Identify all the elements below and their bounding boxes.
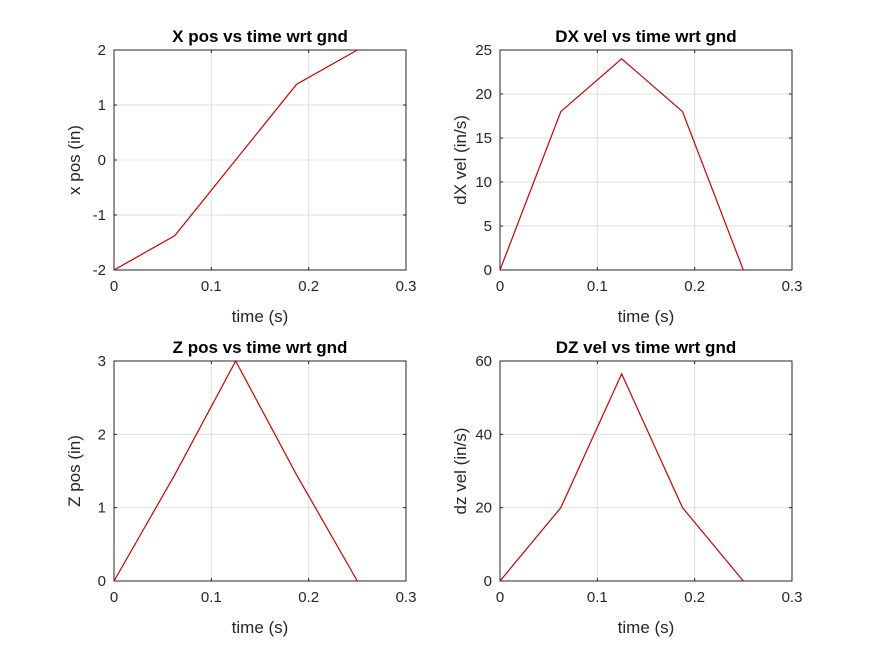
x-axis-label-dx-vel: time (s): [618, 307, 675, 326]
y-tick-label: 20: [475, 86, 492, 103]
series-line-x-pos: [113, 49, 358, 271]
plot-area-z-pos: [113, 360, 407, 582]
chart-title-dz-vel: DZ vel vs time wrt gnd: [556, 338, 736, 357]
x-tick-label: 0.2: [298, 589, 319, 606]
x-axis-label-z-pos: time (s): [232, 618, 289, 637]
chart-title-z-pos: Z pos vs time wrt gnd: [173, 338, 348, 357]
x-tick-label: 0.2: [684, 278, 705, 295]
x-tick-label: 0.2: [684, 589, 705, 606]
x-tick-label: 0.2: [298, 278, 319, 295]
x-tick-label: 0: [496, 278, 504, 295]
y-tick-label: 0: [484, 262, 492, 279]
y-tick-label: -1: [93, 207, 106, 224]
y-tick-label: 1: [98, 97, 106, 114]
y-tick-label: 40: [475, 426, 492, 443]
y-axis-label-z-pos: Z pos (in): [65, 435, 84, 507]
x-tick-label: 0.1: [201, 278, 222, 295]
y-tick-label: 2: [98, 426, 106, 443]
y-tick-label: 25: [475, 42, 492, 59]
y-tick-label: 0: [98, 152, 106, 169]
y-tick-label: 5: [484, 218, 492, 235]
x-tick-label: 0.1: [201, 589, 222, 606]
y-axis-label-dz-vel: dz vel (in/s): [451, 428, 470, 515]
x-axis-label-x-pos: time (s): [232, 307, 289, 326]
y-axis-label-x-pos: x pos (in): [65, 125, 84, 195]
chart-title-x-pos: X pos vs time wrt gnd: [172, 27, 348, 46]
x-tick-label: 0.1: [587, 589, 608, 606]
x-tick-label: 0: [110, 589, 118, 606]
y-tick-label: 60: [475, 353, 492, 370]
series-line-dz-vel: [499, 372, 744, 582]
x-tick-label: 0.3: [782, 589, 803, 606]
x-tick-label: 0: [110, 278, 118, 295]
y-tick-label: -2: [93, 262, 106, 279]
x-tick-label: 0.3: [782, 278, 803, 295]
y-tick-label: 0: [98, 573, 106, 590]
series-line-dx-vel: [499, 58, 744, 271]
x-tick-label: 0: [496, 589, 504, 606]
y-tick-label: 1: [98, 500, 106, 517]
y-axis-label-dx-vel: dX vel (in/s): [451, 115, 470, 205]
subplot-z-pos: 0 0.1 0.2 0.3 0 1 2 3 Z pos vs time wrt gnd time …: [65, 338, 416, 637]
x-tick-label: 0.3: [396, 589, 417, 606]
series-line-z-pos: [113, 359, 358, 582]
y-tick-label: 2: [98, 42, 106, 59]
x-tick-label: 0.1: [587, 278, 608, 295]
plot-area-dx-vel: [499, 49, 793, 271]
subplot-dz-vel: 0 0.1 0.2 0.3 0 20 40 60 DZ vel vs time wrt gnd t…: [451, 338, 802, 637]
chart-title-dx-vel: DX vel vs time wrt gnd: [555, 27, 736, 46]
y-tick-label: 10: [475, 174, 492, 191]
y-tick-label: 3: [98, 353, 106, 370]
plot-area-dz-vel: [499, 360, 793, 582]
axes-frame-z-pos: [113, 360, 407, 582]
axes-frame-dz-vel: [499, 360, 793, 582]
x-tick-label: 0.3: [396, 278, 417, 295]
y-tick-label: 0: [484, 573, 492, 590]
y-tick-label: 15: [475, 130, 492, 147]
subplot-dx-vel: 0 0.1 0.2 0.3 0 5 10 15 20 25 DX vel vs time wrt g…: [451, 27, 802, 326]
x-axis-label-dz-vel: time (s): [618, 618, 675, 637]
axes-frame-dx-vel: [499, 49, 793, 271]
y-tick-label: 20: [475, 500, 492, 517]
subplot-x-pos: 0 0.1 0.2 0.3 -2 -1 0 1 2 X pos vs time wrt gnd ti…: [65, 27, 416, 326]
